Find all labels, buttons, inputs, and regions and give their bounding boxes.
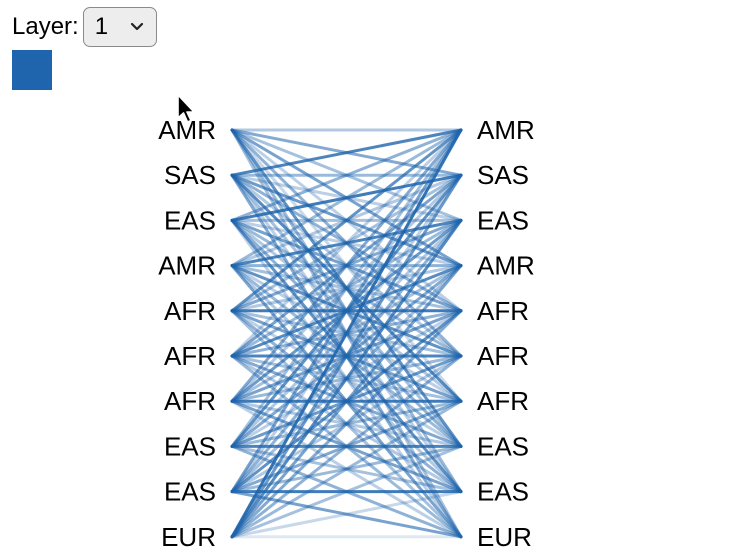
link-9-4 <box>230 309 463 539</box>
layer-select[interactable]: 1 <box>82 7 157 47</box>
link-2-1 <box>230 173 463 222</box>
link-8-0 <box>230 128 463 494</box>
right-node-label: EUR <box>477 522 532 552</box>
right-node-label: AMR <box>477 115 535 145</box>
right-node-label: SAS <box>477 160 529 190</box>
link-9-6 <box>230 399 463 539</box>
link-2-5 <box>230 218 463 358</box>
mouse-cursor-icon <box>177 94 195 123</box>
left-node-label: AFR <box>164 296 216 326</box>
link-9-3 <box>230 264 463 539</box>
links-group <box>230 128 463 539</box>
right-node-labels: AMR SAS EAS AMR AFR AFR AFR EAS EAS EUR <box>477 115 535 552</box>
layer-control: Layer: 1 <box>12 7 157 47</box>
right-node-label: AFR <box>477 296 529 326</box>
link-9-0 <box>230 128 463 539</box>
link-9-8 <box>230 490 463 539</box>
link-2-0 <box>230 128 463 222</box>
left-node-label: AMR <box>158 251 216 281</box>
link-4-0 <box>230 128 463 313</box>
link-9-2 <box>230 218 463 539</box>
layer-label: Layer: <box>12 13 79 40</box>
right-node-label: EAS <box>477 477 529 507</box>
link-5-2 <box>230 218 463 358</box>
link-3-0 <box>230 128 463 268</box>
left-node-label: EUR <box>161 522 216 552</box>
right-node-label: EAS <box>477 431 529 461</box>
link-6-0 <box>230 128 463 403</box>
link-9-5 <box>230 354 463 539</box>
left-node-label: EAS <box>164 477 216 507</box>
chevron-down-icon <box>130 22 143 31</box>
link-7-0 <box>230 128 463 448</box>
layer-select-value: 1 <box>94 13 109 40</box>
link-3-2 <box>230 218 463 268</box>
link-9-7 <box>230 444 463 539</box>
right-node-label: AFR <box>477 341 529 371</box>
link-1-0 <box>230 128 463 177</box>
left-node-label: AFR <box>164 341 216 371</box>
link-3-4 <box>230 264 463 313</box>
right-node-label: EAS <box>477 205 529 235</box>
link-9-1 <box>230 173 463 539</box>
left-node-label: AFR <box>164 386 216 416</box>
left-node-label: EAS <box>164 431 216 461</box>
link-6-1 <box>230 173 463 403</box>
left-node-label: EAS <box>164 205 216 235</box>
right-node-label: AMR <box>477 251 535 281</box>
color-swatch <box>12 50 52 90</box>
link-5-0 <box>230 128 463 358</box>
left-node-label: SAS <box>164 160 216 190</box>
link-7-8 <box>230 444 463 494</box>
right-node-label: AFR <box>477 386 529 416</box>
link-6-9 <box>230 399 463 539</box>
